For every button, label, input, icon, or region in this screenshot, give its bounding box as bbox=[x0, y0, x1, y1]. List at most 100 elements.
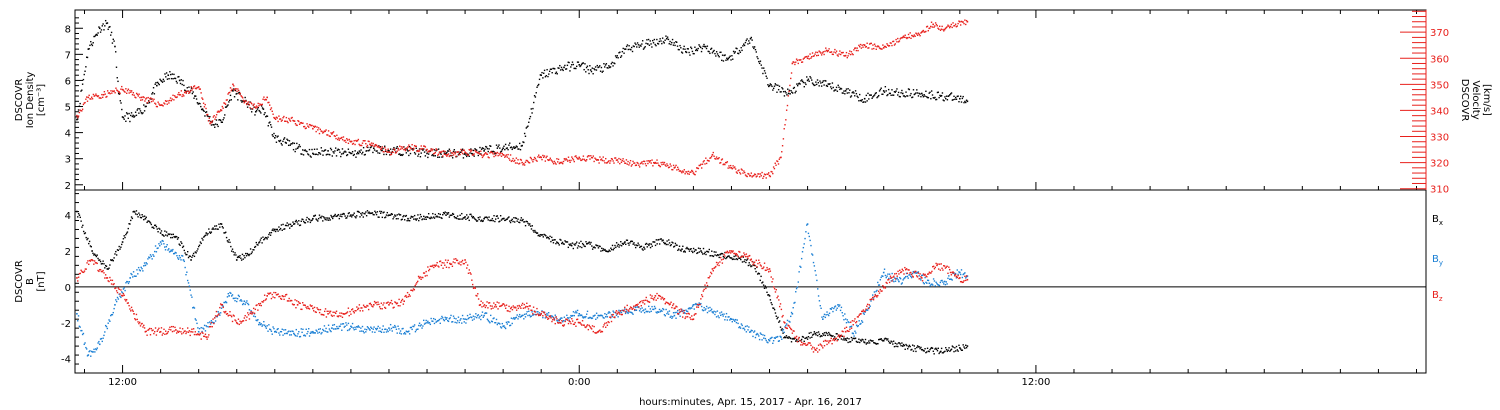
velocity-series-point bbox=[427, 151, 429, 153]
bx-series-point bbox=[251, 251, 253, 253]
density-series-point bbox=[299, 145, 301, 148]
density-series-point bbox=[300, 153, 302, 155]
by-series-point bbox=[133, 275, 136, 277]
density-series-point bbox=[921, 94, 924, 96]
by-series-point bbox=[731, 320, 733, 323]
density-series-point bbox=[807, 78, 810, 80]
density-series-point bbox=[372, 151, 374, 154]
bx-series-point bbox=[631, 240, 634, 243]
by-series-point bbox=[817, 295, 820, 297]
bx-series-point bbox=[859, 339, 862, 341]
bz-series-point bbox=[154, 327, 157, 329]
by-series-point bbox=[710, 308, 713, 310]
bz-series-point bbox=[138, 321, 141, 324]
bz-series-point bbox=[162, 332, 164, 335]
velocity-series-point bbox=[418, 150, 421, 152]
bx-series-point bbox=[186, 250, 189, 253]
velocity-series-point bbox=[730, 167, 733, 169]
bz-series-point bbox=[409, 295, 411, 297]
density-series-point bbox=[505, 147, 508, 150]
velocity-series-point bbox=[776, 160, 779, 163]
bottom-left-tick-label: 2 bbox=[65, 247, 71, 258]
velocity-series-point bbox=[906, 37, 909, 39]
velocity-series-point bbox=[494, 151, 496, 154]
density-series-point bbox=[665, 37, 668, 40]
bx-series-point bbox=[547, 237, 550, 239]
density-series-point bbox=[605, 63, 608, 65]
bx-series-point bbox=[213, 228, 215, 230]
density-series-point bbox=[782, 90, 785, 93]
velocity-series-point bbox=[954, 25, 956, 27]
density-series-point bbox=[394, 148, 396, 151]
velocity-series-point bbox=[279, 118, 282, 120]
density-series-point bbox=[796, 84, 799, 87]
bz-series-point bbox=[325, 316, 328, 318]
density-series-point bbox=[167, 74, 170, 77]
by-series-point bbox=[358, 326, 360, 328]
by-series-point bbox=[757, 333, 759, 336]
velocity-series-point bbox=[297, 119, 299, 122]
bx-series-point bbox=[789, 337, 792, 340]
bx-series-point bbox=[748, 262, 750, 264]
density-series-point bbox=[599, 70, 602, 72]
by-series-point bbox=[585, 315, 587, 318]
bx-series-point bbox=[883, 338, 886, 340]
bx-series-point bbox=[235, 259, 238, 261]
bx-series-point bbox=[303, 221, 306, 224]
density-series-point bbox=[427, 153, 430, 155]
density-series-point bbox=[534, 96, 537, 98]
density-series-point bbox=[594, 68, 596, 71]
bz-series-point bbox=[181, 333, 183, 335]
velocity-series-point bbox=[237, 88, 239, 90]
density-series-point bbox=[263, 113, 265, 116]
density-series-point bbox=[934, 96, 936, 99]
density-series-point bbox=[196, 102, 199, 104]
bx-series-point bbox=[403, 214, 405, 217]
by-series-point bbox=[311, 332, 313, 334]
velocity-series-point bbox=[521, 161, 523, 164]
density-series-point bbox=[947, 95, 949, 98]
velocity-series-point bbox=[499, 154, 501, 156]
bx-series-point bbox=[803, 340, 805, 343]
bz-series-point bbox=[125, 298, 128, 301]
density-series-point bbox=[641, 40, 644, 42]
bx-series-point bbox=[461, 212, 463, 215]
bx-series-point bbox=[522, 218, 524, 221]
velocity-series-point bbox=[284, 120, 287, 122]
bz-series-point bbox=[161, 334, 164, 336]
bx-series-point bbox=[361, 212, 364, 214]
bz-series-point bbox=[250, 311, 252, 313]
density-series-point bbox=[407, 150, 409, 152]
by-series-point bbox=[794, 301, 796, 304]
velocity-series-point bbox=[384, 146, 386, 149]
bx-series-point bbox=[729, 256, 731, 259]
bx-series-point bbox=[148, 220, 150, 222]
bx-series-point bbox=[247, 253, 249, 256]
velocity-series-point bbox=[555, 163, 557, 165]
top-left-tick-label: 5 bbox=[65, 103, 71, 114]
bz-series-point bbox=[418, 277, 421, 279]
velocity-series-point bbox=[709, 157, 711, 159]
density-series-point bbox=[720, 51, 722, 53]
bz-series-point bbox=[153, 332, 155, 335]
density-series-point bbox=[625, 48, 627, 50]
bz-series-point bbox=[125, 300, 127, 302]
velocity-series-point bbox=[652, 165, 654, 167]
velocity-series-point bbox=[205, 107, 207, 110]
velocity-series-point bbox=[898, 40, 901, 42]
bx-series-point bbox=[291, 225, 293, 227]
velocity-series-point bbox=[705, 162, 708, 165]
bz-series-point bbox=[79, 272, 81, 275]
density-series-point bbox=[440, 153, 442, 155]
bz-series-point bbox=[198, 334, 201, 336]
by-series-point bbox=[612, 310, 614, 312]
velocity-series-point bbox=[662, 161, 664, 164]
velocity-series-point bbox=[261, 103, 263, 106]
top-left-ylabel: DSCOVR bbox=[14, 79, 25, 122]
velocity-series-point bbox=[197, 86, 200, 88]
density-series-point bbox=[950, 92, 953, 94]
density-series-point bbox=[453, 149, 456, 151]
by-series-point bbox=[683, 311, 686, 314]
density-series-point bbox=[706, 45, 709, 47]
bx-series-point bbox=[532, 229, 534, 232]
